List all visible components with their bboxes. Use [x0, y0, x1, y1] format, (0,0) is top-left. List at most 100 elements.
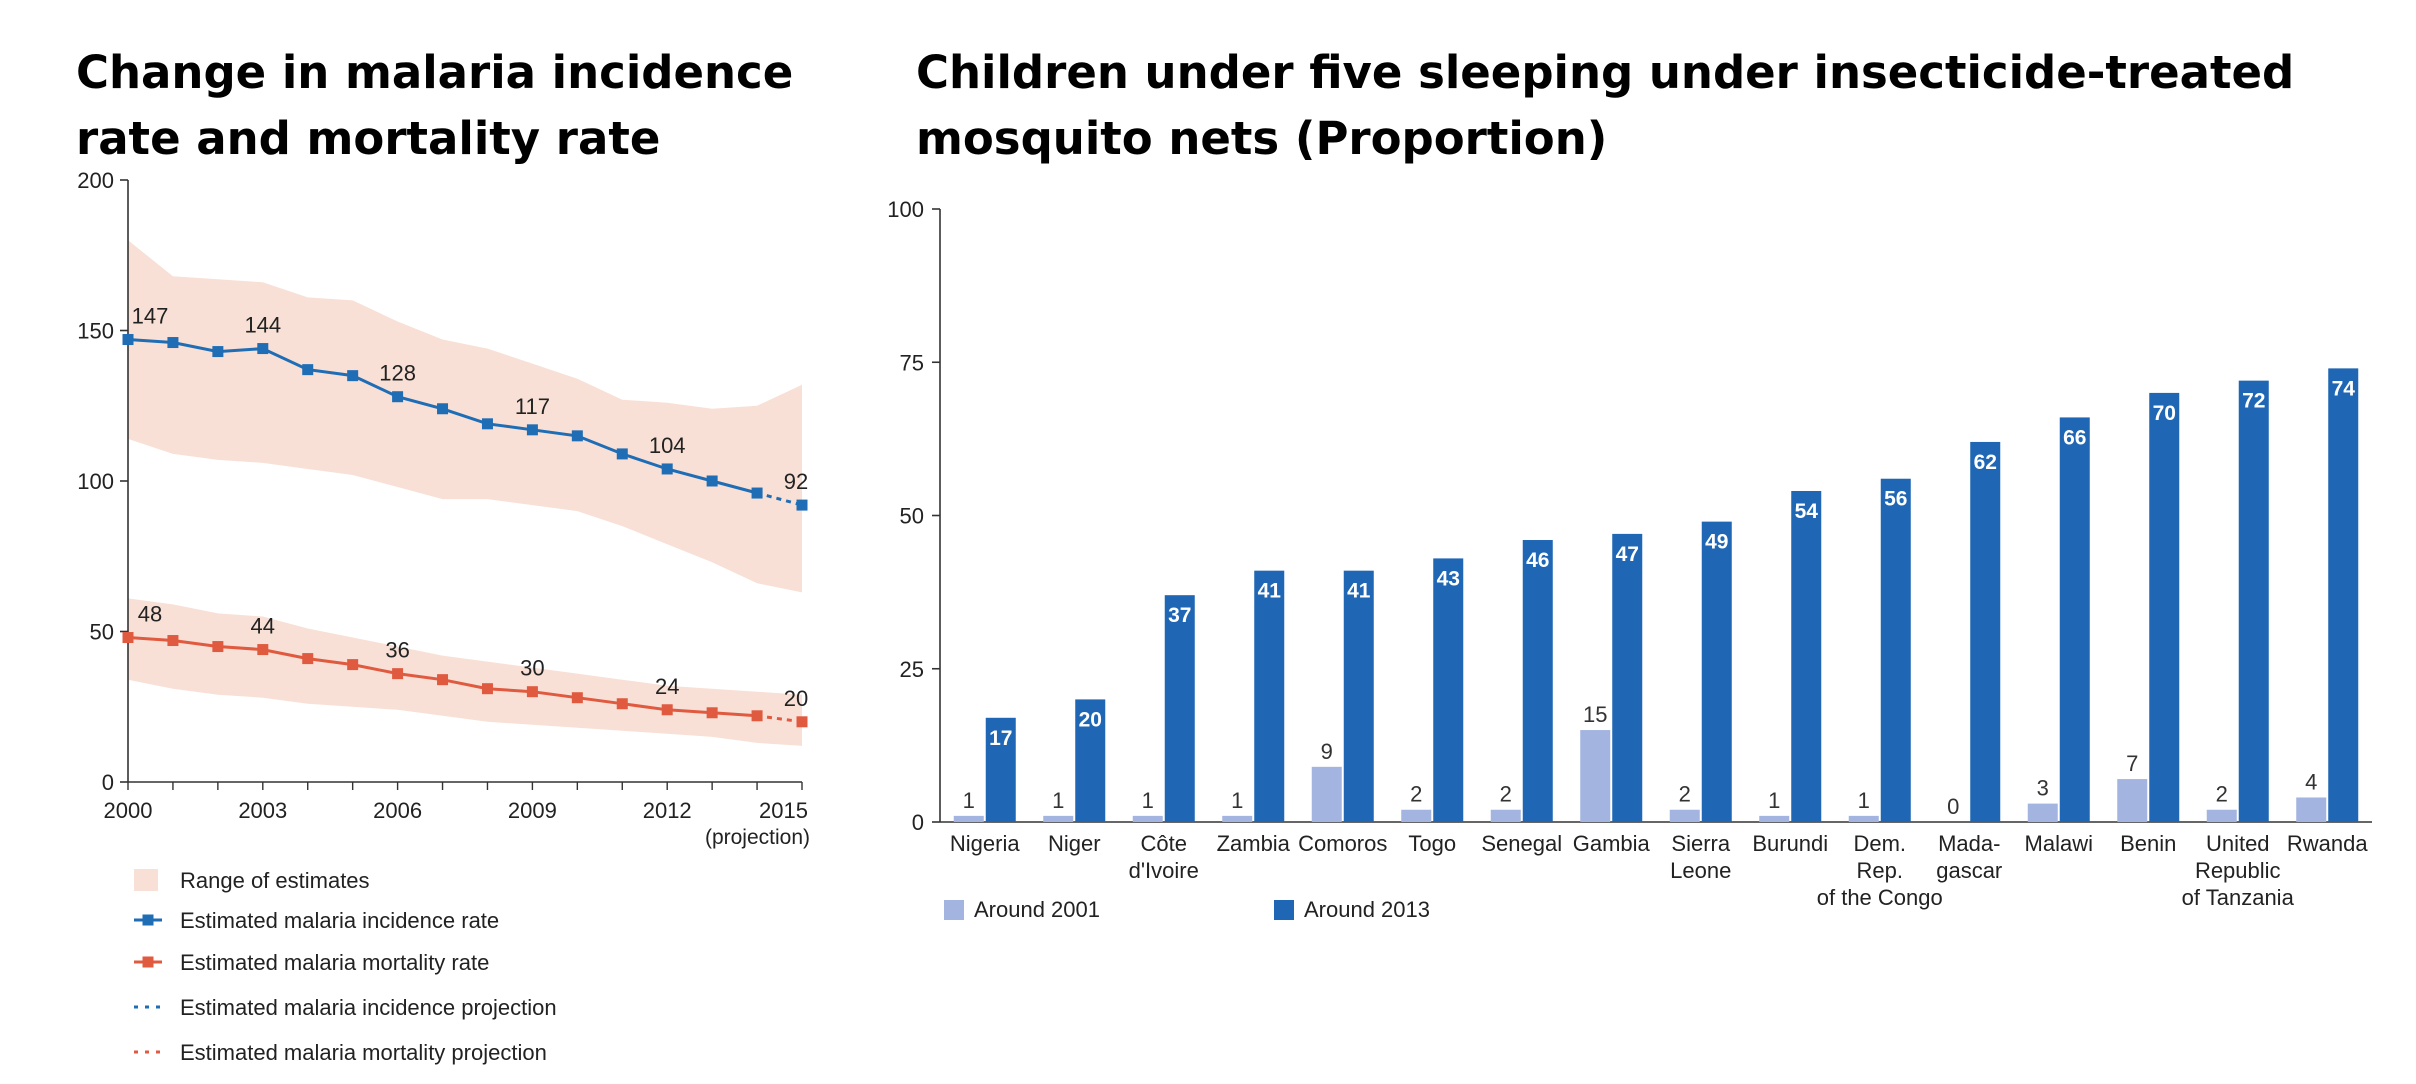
bar-around-2001 — [1848, 815, 1879, 822]
x-tick-label: 2012 — [643, 798, 692, 823]
bar-around-2013 — [1254, 570, 1285, 822]
bar-around-2013 — [2238, 380, 2269, 822]
y-tick-label: 100 — [77, 469, 114, 494]
category-label: Burundi — [1752, 831, 1828, 856]
data-point-incidence — [167, 337, 179, 349]
bar-value-around-2001: 1 — [1858, 788, 1870, 813]
bar-value-around-2001: 1 — [1231, 788, 1243, 813]
bar-value-around-2001: 1 — [1768, 788, 1780, 813]
category-label: Nigeria — [950, 831, 1020, 856]
bar-value-around-2013: 41 — [1258, 580, 1282, 603]
bar-around-2013 — [1880, 478, 1911, 822]
bar-around-2013 — [1970, 441, 2001, 822]
bar-value-around-2013: 41 — [1347, 580, 1371, 603]
bar-value-around-2013: 56 — [1884, 488, 1907, 511]
bar-value-around-2013: 37 — [1168, 604, 1191, 627]
category-label: Mada- — [1938, 831, 2000, 856]
bar-value-around-2013: 62 — [1974, 451, 1997, 474]
data-label-mortality: 24 — [655, 674, 679, 699]
data-point-mortality — [302, 653, 314, 665]
data-point-incidence — [122, 334, 134, 346]
legend-label: Estimated malaria incidence rate — [180, 908, 499, 933]
data-point-mortality — [526, 686, 538, 698]
bar-around-2013 — [1791, 490, 1822, 822]
legend-label: Range of estimates — [180, 868, 370, 893]
bar-around-2001 — [2206, 809, 2237, 822]
data-point-mortality — [392, 668, 404, 680]
bar-value-around-2013: 47 — [1616, 543, 1639, 566]
category-label: Senegal — [1481, 831, 1562, 856]
data-point-incidence — [257, 343, 269, 355]
data-label-incidence: 128 — [379, 361, 416, 386]
legend-swatch-range — [134, 869, 158, 891]
data-label-incidence: 144 — [244, 313, 281, 338]
bar-around-2001 — [1669, 809, 1700, 822]
category-label: Côte — [1141, 831, 1187, 856]
category-label: of the Congo — [1817, 885, 1943, 910]
bar-value-around-2013: 43 — [1437, 567, 1460, 590]
category-label: Leone — [1670, 858, 1731, 883]
bar-value-around-2001: 2 — [1679, 782, 1691, 807]
bar-y-tick-label: 50 — [900, 504, 924, 529]
data-point-incidence — [796, 499, 808, 511]
bar-y-tick-label: 75 — [900, 350, 924, 375]
bar-y-tick-label: 25 — [900, 657, 924, 682]
data-point-incidence — [751, 487, 763, 499]
x-tick-label: 2000 — [104, 798, 153, 823]
bar-value-around-2001: 2 — [1500, 782, 1512, 807]
bar-value-around-2001: 2 — [1410, 782, 1422, 807]
bar-legend-label: Around 2013 — [1304, 897, 1430, 922]
category-label: Sierra — [1671, 831, 1730, 856]
bar-around-2013 — [1433, 558, 1464, 822]
bar-y-tick-label: 0 — [912, 810, 924, 835]
data-point-mortality — [661, 704, 673, 716]
category-label: d'Ivoire — [1129, 858, 1199, 883]
bar-value-around-2013: 20 — [1079, 708, 1102, 731]
legend-swatch-marker — [142, 956, 154, 968]
data-point-mortality — [167, 635, 179, 647]
data-label-incidence: 92 — [784, 469, 808, 494]
bar-around-2001 — [1222, 815, 1253, 822]
category-label: Niger — [1048, 831, 1101, 856]
category-label: Rwanda — [2287, 831, 2368, 856]
data-point-mortality — [616, 698, 628, 710]
bar-around-2013 — [2149, 392, 2180, 822]
right-chart-title: Children under five sleeping under insec… — [916, 46, 2295, 165]
data-point-mortality — [796, 716, 808, 728]
bar-value-around-2001: 15 — [1583, 702, 1607, 727]
data-label-incidence: 117 — [515, 394, 550, 419]
projection-line-incidence — [756, 491, 803, 507]
data-point-incidence — [302, 364, 314, 376]
bar-legend-swatch — [944, 900, 964, 920]
category-label: Republic — [2195, 858, 2281, 883]
data-point-mortality — [571, 692, 583, 704]
left-chart-title: Change in malaria incidence rate and mor… — [76, 46, 794, 165]
bar-around-2001 — [2296, 797, 2327, 822]
x-tick-note: (projection) — [705, 826, 810, 849]
data-label-incidence: 147 — [132, 304, 169, 329]
bar-value-around-2001: 1 — [1142, 788, 1154, 813]
legend-label: Estimated malaria incidence projection — [180, 995, 557, 1020]
category-label: Rep. — [1857, 858, 1903, 883]
bar-around-2001 — [1490, 809, 1521, 822]
legend-swatch-marker — [142, 914, 154, 926]
bar-value-around-2001: 7 — [2126, 751, 2138, 776]
data-label-mortality: 30 — [520, 656, 544, 681]
category-label: Malawi — [2025, 831, 2093, 856]
bar-around-2013 — [1522, 540, 1553, 822]
data-point-mortality — [122, 632, 134, 644]
data-point-incidence — [571, 430, 583, 442]
bar-around-2013 — [1343, 570, 1374, 822]
x-tick-label: 2003 — [238, 798, 287, 823]
legend-label: Estimated malaria mortality projection — [180, 1040, 547, 1065]
y-tick-label: 50 — [90, 620, 114, 645]
data-point-mortality — [212, 641, 224, 653]
category-label: United — [2206, 831, 2270, 856]
legend-label: Estimated malaria mortality rate — [180, 950, 489, 975]
data-point-mortality — [347, 659, 359, 671]
data-point-mortality — [751, 710, 763, 722]
bar-around-2013 — [2328, 368, 2359, 822]
category-label: Benin — [2120, 831, 2176, 856]
bar-value-around-2013: 66 — [2063, 426, 2086, 449]
bar-value-around-2013: 70 — [2153, 402, 2176, 425]
